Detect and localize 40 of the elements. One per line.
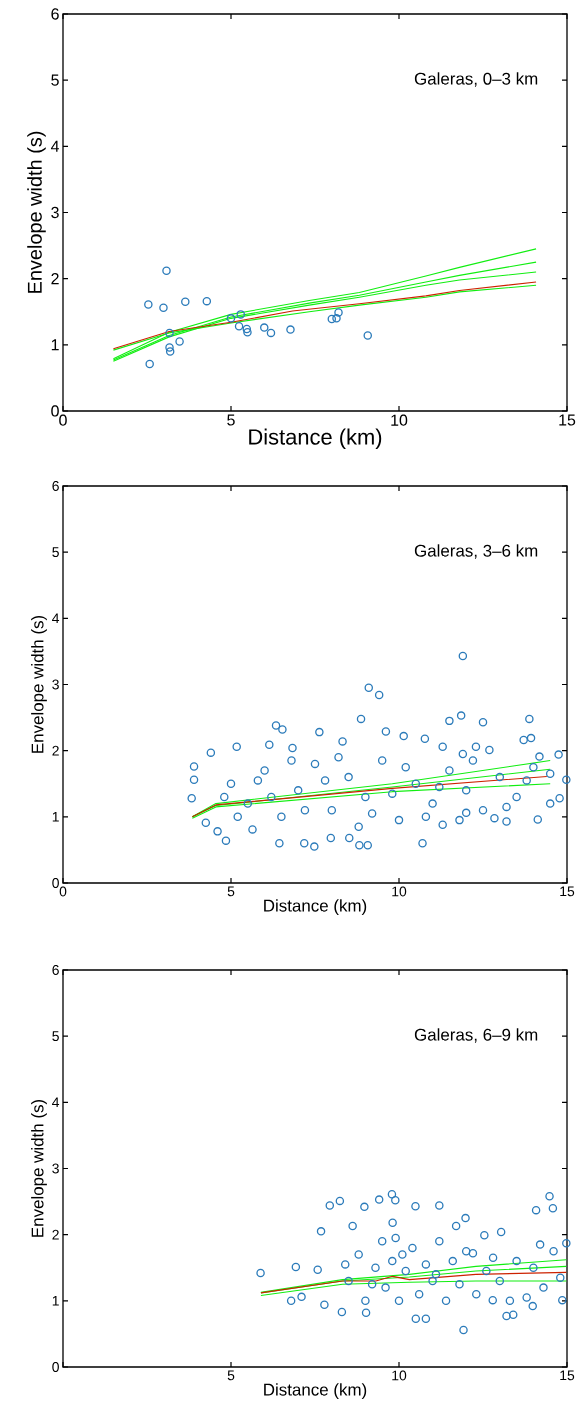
y-tick-label: 5 bbox=[52, 1031, 59, 1042]
x-tick-label: 15 bbox=[559, 414, 576, 426]
x-tick-label: 15 bbox=[560, 886, 575, 897]
x-axis-title: Distance (km) bbox=[264, 899, 367, 915]
annotation: Galeras, 3–6 km bbox=[414, 544, 538, 559]
x-tick-label: 0 bbox=[59, 886, 67, 897]
y-tick-label: 6 bbox=[51, 8, 59, 20]
x-tick-label: 10 bbox=[392, 886, 407, 897]
y-tick-label: 4 bbox=[52, 1097, 60, 1108]
y-axis-title: Envelope width (s) bbox=[31, 615, 47, 753]
y-tick-label: 0 bbox=[51, 405, 59, 417]
x-tick-label: 5 bbox=[227, 414, 235, 426]
y-tick-label: 3 bbox=[52, 679, 59, 690]
y-tick-label: 3 bbox=[51, 206, 59, 219]
y-tick-label: 2 bbox=[52, 1229, 59, 1240]
x-tick-label: 5 bbox=[227, 1370, 235, 1381]
y-tick-label: 6 bbox=[52, 965, 59, 975]
y-axis-title: Envelope width (s) bbox=[27, 131, 46, 293]
y-tick-label: 1 bbox=[52, 1296, 59, 1306]
y-tick-label: 1 bbox=[52, 812, 59, 822]
annotation: Galeras, 6–9 km bbox=[414, 1028, 538, 1043]
y-tick-label: 4 bbox=[52, 613, 60, 624]
y-tick-label: 1 bbox=[51, 339, 59, 351]
x-tick-label: 10 bbox=[392, 1370, 407, 1381]
y-tick-label: 0 bbox=[52, 878, 59, 888]
y-tick-label: 5 bbox=[52, 547, 59, 558]
x-tick-label: 15 bbox=[560, 1370, 575, 1381]
y-axis-title: Envelope width (s) bbox=[31, 1099, 47, 1237]
y-tick-label: 4 bbox=[50, 140, 60, 152]
x-tick-label: 5 bbox=[227, 886, 235, 897]
annotation: Galeras, 0–3 km bbox=[414, 72, 538, 87]
y-tick-label: 3 bbox=[52, 1163, 59, 1174]
y-tick-label: 0 bbox=[52, 1362, 59, 1372]
y-tick-label: 2 bbox=[52, 745, 59, 756]
x-axis-title: Distance (km) bbox=[249, 428, 382, 450]
y-tick-label: 5 bbox=[51, 74, 59, 86]
x-tick-label: 10 bbox=[391, 414, 408, 426]
y-tick-label: 6 bbox=[52, 481, 59, 491]
x-axis-title: Distance (km) bbox=[264, 1383, 367, 1399]
y-tick-label: 2 bbox=[51, 273, 59, 285]
